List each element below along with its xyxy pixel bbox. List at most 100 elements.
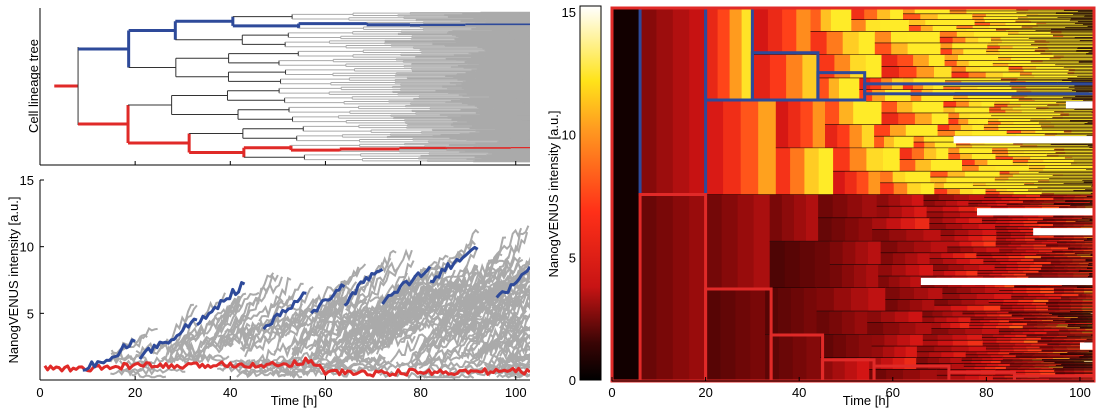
heatmap-cell [910, 334, 924, 347]
heatmap-cell [996, 325, 1010, 329]
heatmap-cell [1005, 185, 1022, 189]
heatmap-cell [1067, 127, 1082, 129]
heatmap-cell [1080, 45, 1094, 48]
heatmap-cell [1037, 220, 1048, 223]
heatmap-cell [1075, 20, 1083, 22]
heatmap-cell [985, 72, 1004, 78]
heatmap-cell [1083, 34, 1094, 36]
heatmap-cell [1001, 273, 1015, 277]
heatmap-cell [969, 98, 987, 102]
heatmap-cell [1059, 120, 1071, 122]
heatmap-cell [1064, 156, 1073, 159]
heatmap-cell [1012, 322, 1028, 326]
heatmap-cell [1082, 179, 1086, 181]
background-trace [494, 283, 530, 327]
heatmap-cell [947, 188, 961, 195]
heatmap-cell [885, 299, 899, 312]
heatmap-cell [1028, 165, 1046, 169]
heatmap-cell [1011, 314, 1023, 316]
heatmap-cell [1075, 120, 1083, 122]
heatmap-cell [1070, 18, 1077, 20]
heatmap-cell [1050, 30, 1066, 32]
heatmap-cell [1088, 181, 1093, 183]
heatmap-cell [1059, 328, 1069, 330]
heatmap-cell [1010, 80, 1027, 83]
heatmap-cell [1033, 247, 1052, 250]
heatmap-cell [1086, 40, 1092, 41]
heatmap-cell [1082, 306, 1094, 309]
heatmap-cell [1024, 305, 1037, 309]
heatmap-cell [1086, 135, 1089, 137]
heatmap-cell [1021, 177, 1037, 180]
heatmap-cell [931, 95, 944, 102]
heatmap-cell [997, 203, 1008, 207]
heatmap-cell [1089, 274, 1092, 276]
heatmap-cell [1065, 134, 1077, 137]
heatmap-cell [948, 112, 960, 119]
heatmap-cell [987, 314, 1000, 317]
heatmap-cell [993, 214, 1009, 218]
line-x-tick-label: 0 [36, 385, 43, 400]
heatmap-cell [796, 8, 812, 55]
heatmap-cell [1067, 124, 1082, 127]
heatmap-cell [909, 299, 923, 312]
heatmap-cell [902, 83, 914, 90]
heatmap-cell [1016, 91, 1032, 93]
heatmap-cell [841, 311, 856, 335]
heatmap-cell [1009, 223, 1025, 227]
heatmap-cell [793, 194, 807, 242]
heatmap-cell [1089, 37, 1094, 38]
heatmap-cell [1025, 29, 1037, 32]
heatmap-cell [1072, 111, 1083, 113]
heatmap-cell [1054, 337, 1069, 339]
heatmap-cell [1086, 40, 1092, 42]
heatmap-cell [928, 54, 946, 67]
heatmap-cell [1080, 336, 1088, 338]
heatmap-cell [1052, 271, 1067, 274]
heatmap-cell [946, 316, 959, 323]
heatmap-cell [1087, 324, 1094, 326]
heatmap-cell [940, 48, 953, 55]
heatmap-cell [1083, 56, 1094, 58]
heatmap-cell [1058, 85, 1075, 87]
heatmap-cell [1079, 40, 1084, 42]
heatmap-cell [1088, 18, 1094, 20]
heatmap-cell [1008, 63, 1025, 67]
heatmap-cell [1048, 270, 1060, 272]
heatmap-cell [1008, 258, 1022, 262]
heatmap-cell [1037, 316, 1052, 319]
heatmap-cell [969, 325, 984, 329]
heatmap-cell [1081, 47, 1087, 48]
heatmap-cell [1084, 147, 1094, 150]
heatmap-cell [1059, 239, 1073, 242]
heatmap-cell [1086, 134, 1089, 136]
heatmap-cell [1073, 314, 1085, 316]
heatmap-cell [1069, 285, 1079, 287]
heatmap-cell [1081, 21, 1087, 23]
high-lineage-trace [82, 338, 136, 372]
heatmap-cell [1083, 190, 1090, 191]
heatmap-cell [1086, 123, 1090, 125]
heatmap-cell [1086, 285, 1094, 287]
heatmap-cell [820, 8, 832, 32]
heatmap-cell [1083, 251, 1094, 253]
heatmap-cell [1036, 308, 1049, 311]
heatmap-cell [1004, 284, 1015, 288]
heatmap-cell [992, 63, 1009, 67]
heatmap-cell [984, 19, 996, 23]
heatmap-cell [990, 22, 1007, 26]
heatmap-cell [1078, 285, 1087, 287]
heatmap-cell [1063, 37, 1076, 39]
heatmap-cell [1067, 206, 1078, 208]
heatmap-cell [1060, 178, 1073, 180]
heatmap-cell [1090, 196, 1093, 198]
heatmap-cell [1084, 315, 1094, 317]
heatmap-cell [778, 334, 794, 381]
heatmap-cell [849, 77, 860, 102]
heatmap-cell [1069, 120, 1077, 121]
heatmap-cell [1074, 152, 1085, 154]
heatmap-cell [1090, 21, 1094, 23]
heatmap-cell [1079, 201, 1088, 202]
heatmap-cell [1091, 335, 1093, 336]
heatmap-cell [1057, 315, 1068, 317]
